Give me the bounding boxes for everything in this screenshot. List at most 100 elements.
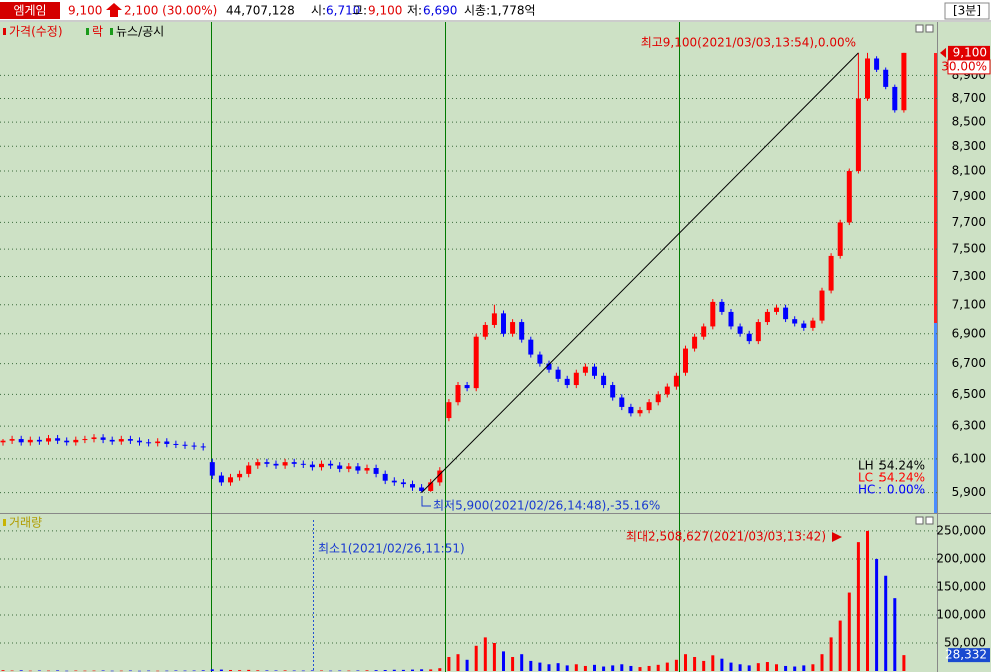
candle-body <box>655 394 661 403</box>
legend-entry: 뉴스/공시 <box>116 25 164 39</box>
volume-bar <box>101 670 105 671</box>
last-change-label: 30.00% <box>941 59 987 73</box>
volume-bar <box>847 592 851 671</box>
candle-body <box>883 69 889 87</box>
up-arrow <box>106 3 122 17</box>
volume-bar <box>674 659 678 671</box>
candle-body <box>601 375 607 386</box>
volume-bar <box>310 670 314 671</box>
volume-bar <box>729 662 733 671</box>
candle-body <box>246 465 252 474</box>
candle-body <box>592 366 597 376</box>
y-tick-label: 8,300 <box>952 139 986 153</box>
legend-swatch <box>110 28 113 35</box>
volume-bar <box>147 670 151 672</box>
volume-bar <box>56 670 60 671</box>
candle-body <box>564 378 570 386</box>
volume-bar <box>538 662 542 671</box>
candle-body <box>337 465 343 469</box>
open-label: 시: <box>311 4 326 18</box>
candle-body <box>382 473 388 481</box>
volume-bar <box>411 669 414 671</box>
interval-button[interactable] <box>944 2 990 20</box>
candle-body <box>209 462 215 476</box>
candle-body <box>683 348 688 373</box>
panel-button[interactable] <box>925 516 934 525</box>
volume-bar <box>383 669 387 671</box>
volume-bar <box>274 670 278 671</box>
candle-body <box>874 58 880 70</box>
candle-body <box>118 439 124 442</box>
y-tick-label: 8,700 <box>952 91 986 105</box>
volume-bar <box>156 670 160 672</box>
volume-bar <box>320 670 323 671</box>
change: 2,100 (30.00%) <box>124 4 217 18</box>
volume-bar <box>420 669 424 671</box>
volume-bar <box>474 645 478 671</box>
candle-body <box>701 326 707 337</box>
candle-body <box>546 363 552 370</box>
candle-body <box>501 313 506 334</box>
candle-body <box>892 86 898 111</box>
volume-bar <box>119 670 123 672</box>
volume-bar <box>37 670 41 671</box>
volume-bar <box>693 656 697 671</box>
volume-bar <box>65 670 69 672</box>
volume-bar <box>265 670 269 671</box>
candle-body <box>255 462 261 466</box>
candle-body <box>36 439 42 442</box>
volume-bar <box>820 654 824 671</box>
volume-bar <box>374 670 378 671</box>
last-change-box <box>947 59 991 75</box>
candle-body <box>428 482 434 491</box>
candle-body <box>865 58 870 99</box>
volume-bar <box>456 654 460 671</box>
volume-bar <box>611 665 615 671</box>
candle-body <box>228 477 233 483</box>
y-tick-label: 7,500 <box>952 242 986 256</box>
candle-body <box>792 319 798 324</box>
candle-body <box>91 437 97 440</box>
volume-bar <box>702 660 706 671</box>
volume-bar <box>483 637 487 671</box>
legend-swatch <box>3 519 6 526</box>
volume-bar <box>738 664 742 671</box>
candle-body <box>0 440 6 443</box>
volume-bar <box>110 670 114 672</box>
stock-name-box[interactable] <box>0 2 60 19</box>
candle-body <box>73 439 79 443</box>
volume-bar <box>574 664 578 671</box>
candle-body <box>783 307 789 320</box>
candle-body <box>628 406 634 414</box>
volume-bar <box>1 670 5 671</box>
y-tick-label: 8,500 <box>952 115 986 129</box>
candle-body <box>846 171 852 223</box>
volume-bar <box>74 670 78 672</box>
ratio-name: LC <box>858 471 873 485</box>
volume-bar <box>620 664 624 671</box>
volume-bar <box>556 663 560 671</box>
candle-body <box>837 222 843 256</box>
volume-bar <box>283 670 287 671</box>
candle-body <box>100 437 106 440</box>
panel-button[interactable] <box>915 24 924 33</box>
panel-button[interactable] <box>915 516 924 525</box>
candle-body <box>64 440 70 443</box>
y-tick-label: 6,500 <box>952 387 986 401</box>
panel-button[interactable] <box>925 24 934 33</box>
candle-body <box>455 385 461 403</box>
candle-body <box>582 366 588 373</box>
rise-range-bar <box>934 53 937 323</box>
last-price-pointer <box>940 47 946 58</box>
volume-bar <box>829 637 833 671</box>
volume-bar <box>338 670 342 672</box>
candle-body <box>291 462 297 464</box>
volume-bar <box>401 669 405 671</box>
candle-body <box>346 466 352 469</box>
candle-body <box>355 466 361 471</box>
ratio-name: HC <box>858 483 875 497</box>
volume-bar <box>802 665 806 671</box>
volume-bar <box>347 670 351 672</box>
volume-bar <box>210 669 214 671</box>
volume-bar <box>647 665 651 671</box>
